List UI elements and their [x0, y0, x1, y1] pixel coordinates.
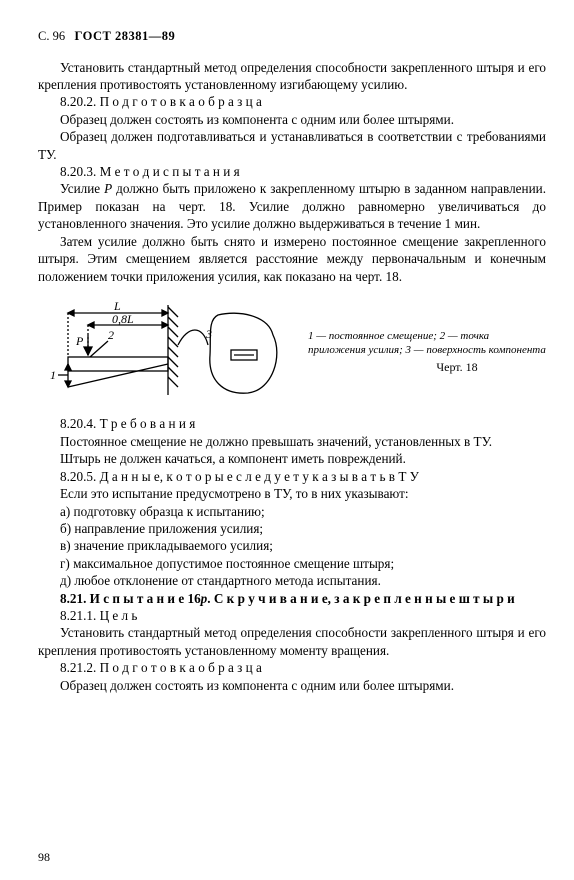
text: Усилие — [60, 181, 104, 196]
heading-8-21-1: 8.21.1. Ц е л ь — [38, 607, 546, 624]
page: С. 96 ГОСТ 28381—89 Установить стандартн… — [0, 0, 574, 880]
fig-label-3: 3 — [205, 327, 212, 341]
figure-drawing: L 0,8L P 1 2 3 — [38, 295, 298, 409]
legend-text: — поверхность компонента — [411, 344, 546, 356]
page-number: 98 — [38, 850, 50, 866]
para: Образец должен состоять из компонента с … — [38, 677, 546, 694]
para: Образец должен подготавливаться и устана… — [38, 128, 546, 163]
running-header: С. 96 ГОСТ 28381—89 — [38, 28, 546, 45]
text: должно быть приложено к закрепленному шт… — [38, 181, 546, 231]
para: Затем усилие должно быть снято и измерен… — [38, 233, 546, 285]
heading-8-20-4: 8.20.4. Т р е б о в а н и я — [38, 415, 546, 432]
para: Постоянное смещение не должно превышать … — [38, 433, 546, 450]
fig-label-1: 1 — [50, 368, 56, 382]
var-P: P — [104, 181, 112, 196]
list-item: в) значение прикладываемого усилия; — [38, 537, 546, 554]
figure-caption-block: 1 — постоянное смещение; 2 — точка прило… — [308, 329, 546, 375]
para: Если это испытание предусмотрено в ТУ, т… — [38, 485, 546, 502]
heading-8-20-5: 8.20.5. Д а н н ы е, к о т о р ы е с л е… — [38, 468, 546, 485]
figure-legend: 1 — постоянное смещение; 2 — точка прило… — [308, 329, 546, 358]
text: . С к р у ч и в а н и е, з а к р е п л е… — [207, 591, 514, 606]
legend-text: — постоянное смещение; — [314, 330, 440, 342]
heading-8-20-2: 8.20.2. П о д г о т о в к а о б р а з ц … — [38, 93, 546, 110]
text: 8.21. И с п ы т а н и е 16 — [60, 591, 201, 606]
header-standard: ГОСТ 28381—89 — [74, 29, 175, 43]
fig-label-08L: 0,8L — [112, 312, 134, 326]
para: Установить стандартный метод определения… — [38, 624, 546, 659]
list-item: а) подготовку образца к испытанию; — [38, 503, 546, 520]
heading-8-21-2: 8.21.2. П о д г о т о в к а о б р а з ц … — [38, 659, 546, 676]
fig-label-L: L — [113, 299, 121, 313]
list-item: д) любое отклонение от стандартного мето… — [38, 572, 546, 589]
list-item: г) максимальное допустимое постоянное см… — [38, 555, 546, 572]
para: Установить стандартный метод определения… — [38, 59, 546, 94]
fig-label-P: P — [75, 334, 84, 348]
header-page: С. 96 — [38, 29, 65, 43]
figure-18: L 0,8L P 1 2 3 1 — постоянное смещение; … — [38, 295, 546, 409]
para: Усилие P должно быть приложено к закрепл… — [38, 180, 546, 232]
heading-8-20-3: 8.20.3. М е т о д и с п ы т а н и я — [38, 163, 546, 180]
heading-8-21: 8.21. И с п ы т а н и е 16p. С к р у ч и… — [38, 590, 546, 607]
para: Штырь не должен качаться, а компонент им… — [38, 450, 546, 467]
para: Образец должен состоять из компонента с … — [38, 111, 546, 128]
figure-number: Черт. 18 — [368, 360, 546, 376]
list-item: б) направление приложения усилия; — [38, 520, 546, 537]
fig-label-2: 2 — [108, 328, 114, 342]
